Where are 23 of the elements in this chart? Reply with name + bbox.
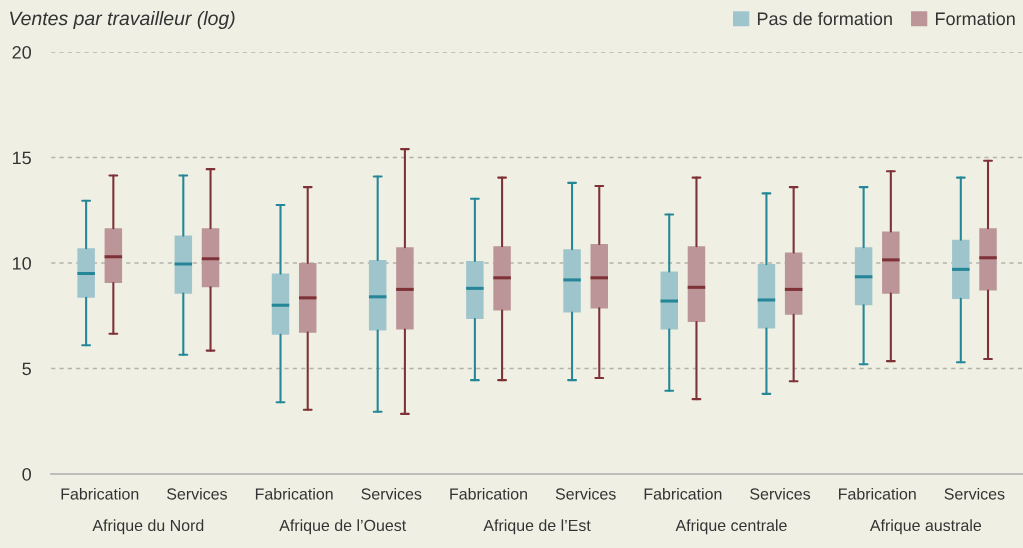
x-tick-label: Services — [167, 487, 227, 500]
y-tick-label: 15 — [13, 151, 31, 165]
x-tick-label: Services — [944, 487, 1005, 500]
legend-label: Pas de formation — [757, 11, 892, 26]
text: Afrique australe — [869, 519, 982, 535]
legend-label: Formation — [935, 11, 1015, 26]
x-tick-label: Fabrication — [644, 487, 722, 500]
x-tick-label: Fabrication — [839, 487, 916, 500]
text: Afrique centrale — [675, 519, 787, 535]
x-tick-label: Fabrication — [450, 487, 527, 500]
y-axis-title: Ventes par travailleur (log) — [10, 10, 235, 30]
y-tick-label: 0 — [22, 467, 31, 481]
x-tick-label: Services — [555, 487, 616, 500]
y-tick-label: 10 — [13, 256, 31, 270]
x-tick-label: Fabrication — [61, 487, 139, 500]
text: Afrique de l’Est — [483, 519, 591, 535]
y-tick-label: 20 — [12, 45, 31, 59]
y-tick-label: 5 — [22, 362, 31, 376]
x-tick-label: Fabrication — [255, 487, 333, 500]
x-tick-label: Services — [361, 487, 422, 500]
text: Afrique du Nord — [92, 519, 204, 535]
text: Afrique de l’Ouest — [279, 519, 407, 535]
x-tick-label: Services — [750, 487, 811, 500]
